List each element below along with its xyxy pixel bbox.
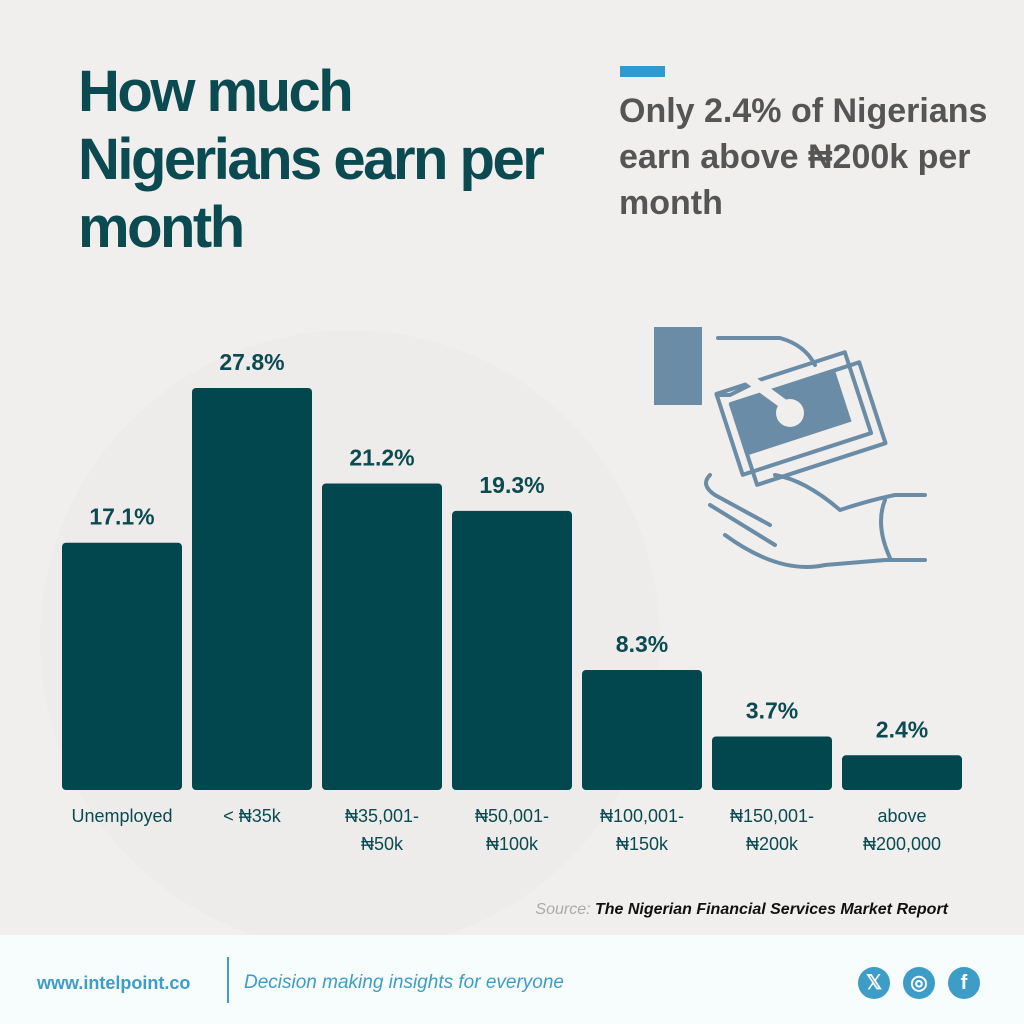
x-icon[interactable]: 𝕏 xyxy=(858,967,890,999)
tagline: Decision making insights for everyone xyxy=(244,972,564,993)
value-label: 8.3% xyxy=(616,631,668,657)
category-label: ₦50,001- xyxy=(475,806,549,826)
category-label: ₦150,001- xyxy=(730,806,814,826)
source-label: Source: xyxy=(535,901,591,918)
bar-4 xyxy=(582,669,702,790)
instagram-icon[interactable]: ◎ xyxy=(903,967,935,999)
category-label: ₦50k xyxy=(361,834,404,854)
value-label: 21.2% xyxy=(349,444,414,470)
category-label: < ₦35k xyxy=(223,806,282,826)
source-note: Source: The Nigerian Financial Services … xyxy=(535,901,948,919)
bar-chart: 17.1% Unemployed 27.8% < ₦35k 21.2% ₦35,001- ₦… xyxy=(62,349,962,854)
category-label: Unemployed xyxy=(71,806,172,826)
category-label: ₦100k xyxy=(486,834,539,854)
category-label: above xyxy=(877,806,926,826)
bar-3 xyxy=(452,510,572,790)
category-label: ₦200,000 xyxy=(863,834,941,854)
website-link[interactable]: www.intelpoint.co xyxy=(37,973,191,993)
facebook-icon[interactable]: f xyxy=(948,967,980,999)
value-label: 17.1% xyxy=(89,504,154,530)
page-title: How much Nigerians earn per month xyxy=(78,59,545,260)
value-label: 27.8% xyxy=(219,349,284,375)
bar-5 xyxy=(712,736,832,790)
footer: www.intelpoint.co Decision making insigh… xyxy=(0,935,1024,1024)
category-label: ₦35,001- xyxy=(345,806,419,826)
value-label: 19.3% xyxy=(479,472,544,498)
bar-6 xyxy=(842,755,962,790)
accent-bar xyxy=(620,66,665,77)
category-label: ₦200k xyxy=(746,834,799,854)
subtitle: Only 2.4% of Nigerians earn above ₦200k … xyxy=(619,92,988,222)
value-label: 3.7% xyxy=(746,697,798,723)
money-handover-illustration xyxy=(654,327,927,569)
footer-divider xyxy=(227,957,229,1003)
bar-1 xyxy=(192,388,312,790)
value-label: 2.4% xyxy=(876,716,928,742)
bar-2 xyxy=(322,483,442,790)
source-value: The Nigerian Financial Services Market R… xyxy=(594,901,948,918)
bar-0 xyxy=(62,542,182,790)
category-label: ₦100,001- xyxy=(600,806,684,826)
category-label: ₦150k xyxy=(616,834,669,854)
